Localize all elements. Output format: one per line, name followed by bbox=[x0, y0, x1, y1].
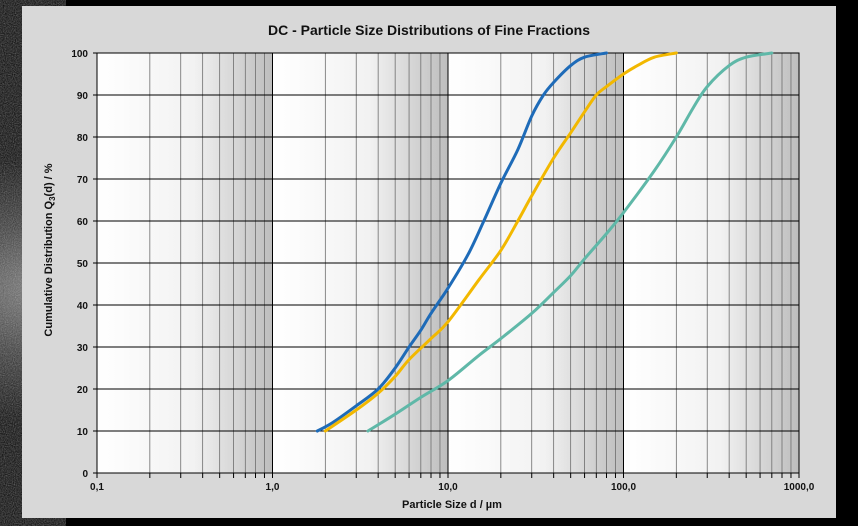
grid-lines bbox=[96, 52, 800, 474]
x-tick-label: 10,0 bbox=[438, 482, 458, 493]
y-tick-label: 20 bbox=[77, 385, 89, 396]
x-tick-label: 1,0 bbox=[266, 482, 280, 493]
y-axis-label-main: Cumulative Distribution Q bbox=[43, 200, 55, 336]
y-tick-label: 10 bbox=[77, 427, 89, 438]
series-line-3 bbox=[366, 51, 774, 433]
series-line-2 bbox=[323, 51, 678, 433]
y-tick-label: 50 bbox=[77, 259, 89, 270]
y-tick-label: 100 bbox=[71, 49, 88, 60]
y-tick-label: 70 bbox=[77, 175, 89, 186]
series-layer bbox=[315, 51, 774, 433]
y-axis-label-suffix: (d) / % bbox=[43, 163, 55, 196]
y-axis-label-subscript: 3 bbox=[48, 196, 57, 201]
y-tick-label: 80 bbox=[77, 133, 89, 144]
y-tick-label: 90 bbox=[77, 91, 89, 102]
y-axis-label: Cumulative Distribution Q3(d) / % bbox=[43, 163, 57, 336]
chart-title: DC - Particle Size Distributions of Fine… bbox=[268, 22, 590, 38]
x-tick-label: 1000,0 bbox=[784, 482, 815, 493]
x-tick-label: 0,1 bbox=[90, 482, 104, 493]
y-tick-label: 40 bbox=[77, 301, 89, 312]
y-tick-label: 60 bbox=[77, 217, 89, 228]
y-tick-label: 30 bbox=[77, 343, 89, 354]
x-axis-ticks: 0,1 1,0 10,0 100,0 1000,0 bbox=[90, 473, 815, 493]
x-tick-label: 100,0 bbox=[611, 482, 636, 493]
y-axis-ticks: 0 10 20 30 40 50 60 70 80 90 100 bbox=[71, 49, 97, 480]
series-line-1 bbox=[315, 51, 608, 433]
x-axis-label: Particle Size d / µm bbox=[402, 499, 502, 511]
y-tick-label: 0 bbox=[82, 469, 88, 480]
